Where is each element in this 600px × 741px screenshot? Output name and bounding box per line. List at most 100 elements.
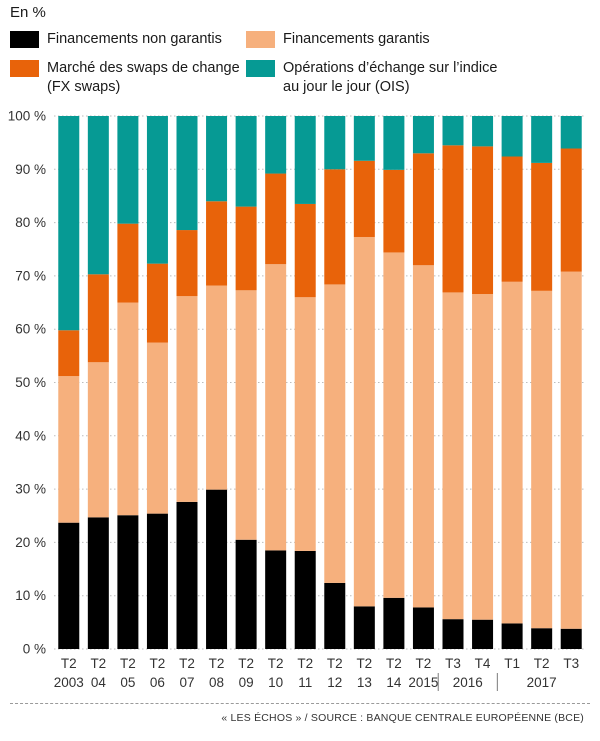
bar-segment-fx-swaps <box>383 169 405 253</box>
x-tick-label: T4 <box>475 656 491 671</box>
bar-segment-fx-swaps <box>146 263 168 343</box>
bar-segment-fx-swaps <box>472 146 494 295</box>
bar-segment-ois <box>324 116 346 170</box>
bar-segment-financements-garantis <box>176 296 198 502</box>
x-tick-label: 12 <box>327 675 342 690</box>
bar-segment-financements-garantis <box>560 271 582 629</box>
bar-segment-financements-garantis <box>58 376 80 523</box>
bar-segment-ois <box>560 116 582 149</box>
bar-segment-financements-garantis <box>472 294 494 620</box>
bar-segment-ois <box>353 116 375 161</box>
bar-segment-ois <box>265 116 287 174</box>
bar-segment-fx-swaps <box>501 156 523 282</box>
y-tick-label: 50 % <box>15 375 46 390</box>
legend-item-fx-swaps: Marché des swaps de change (FX swaps) <box>10 59 240 97</box>
x-tick-label: 09 <box>239 675 254 690</box>
legend-swatch-teal <box>246 60 275 77</box>
bar-segment-ois <box>146 116 168 264</box>
bar-segment-ois <box>472 116 494 147</box>
x-tick-label: T2 <box>356 656 372 671</box>
y-tick-label: 70 % <box>15 268 46 283</box>
legend-item-ois: Opérations d’échange sur l’indice au jou… <box>246 59 497 97</box>
x-tick-label: T2 <box>150 656 166 671</box>
legend-swatch-orange <box>10 60 39 77</box>
bar-segment-financements-non-garantis <box>412 607 434 649</box>
bar-segment-fx-swaps <box>206 201 228 286</box>
y-tick-label: 100 % <box>8 109 46 124</box>
x-tick-label: 10 <box>268 675 283 690</box>
x-tick-label: T2 <box>297 656 313 671</box>
bar-segment-fx-swaps <box>235 206 257 291</box>
unit-label: En % <box>10 4 46 21</box>
bar-segment-ois <box>412 116 434 154</box>
legend-item-financements-garantis: Financements garantis <box>246 30 430 49</box>
bar-segment-ois <box>206 116 228 202</box>
bar-segment-fx-swaps <box>560 148 582 272</box>
bar-segment-financements-non-garantis <box>353 606 375 649</box>
x-tick-label: 14 <box>386 675 402 690</box>
legend-label: Financements garantis <box>283 31 430 47</box>
bar-segment-financements-non-garantis <box>87 517 109 649</box>
bar-segment-financements-garantis <box>353 236 375 607</box>
y-tick-label: 30 % <box>15 482 46 497</box>
chart-legend: Financements non garantis Financements g… <box>10 30 590 100</box>
bar-segment-financements-garantis <box>531 290 553 629</box>
bar-segment-financements-garantis <box>442 292 464 620</box>
bar-segment-ois <box>58 116 80 331</box>
y-tick-label: 0 % <box>23 642 46 657</box>
legend-label: Marché des swaps de change (FX swaps) <box>47 60 240 95</box>
x-tick-label: T2 <box>120 656 136 671</box>
x-tick-label: 06 <box>150 675 165 690</box>
bar-segment-ois <box>117 116 139 224</box>
stacked-bar-chart: 0 % 10 % 20 % 30 % 40 % 50 % 60 % 70 % 80 % 90 % 1… <box>8 109 586 691</box>
bar-segment-fx-swaps <box>353 160 375 237</box>
bar-segment-fx-swaps <box>176 230 198 297</box>
bar-segment-fx-swaps <box>265 173 287 265</box>
x-tick-label: T3 <box>445 656 461 671</box>
y-tick-label: 10 % <box>15 588 46 603</box>
bar-segment-financements-non-garantis <box>560 628 582 649</box>
bar-segment-financements-non-garantis <box>294 550 316 649</box>
bar-segment-financements-garantis <box>117 302 139 516</box>
x-tick-label: T2 <box>534 656 550 671</box>
bar-segment-financements-non-garantis <box>176 501 198 649</box>
bar-segment-ois <box>501 116 523 157</box>
bar-segment-financements-non-garantis <box>472 619 494 649</box>
bar-segment-financements-garantis <box>412 265 434 608</box>
bar-segment-fx-swaps <box>294 203 316 298</box>
x-tick-label: 11 <box>298 675 312 690</box>
bar-segment-financements-garantis <box>294 297 316 551</box>
x-tick-label: 13 <box>357 675 372 690</box>
x-tick-label: T2 <box>238 656 254 671</box>
bar-segment-fx-swaps <box>324 169 346 285</box>
bar-segment-financements-non-garantis <box>501 623 523 649</box>
x-tick-label: T1 <box>504 656 520 671</box>
x-tick-label: T2 <box>179 656 195 671</box>
x-tick-label: 2015 <box>408 675 438 690</box>
bar-segment-financements-garantis <box>265 264 287 551</box>
bar-segment-fx-swaps <box>442 145 464 293</box>
bar-segment-fx-swaps <box>531 162 553 291</box>
legend-label: Opérations d’échange sur l’indice au jou… <box>283 60 498 95</box>
source-credit: « LES ÉCHOS » / SOURCE : BANQUE CENTRALE… <box>221 712 584 724</box>
x-tick-label: 2016 <box>453 675 483 690</box>
x-tick-label: T2 <box>268 656 284 671</box>
bar-segment-fx-swaps <box>87 274 109 363</box>
bar-segment-fx-swaps <box>117 223 139 303</box>
bar-segment-financements-non-garantis <box>442 619 464 649</box>
y-tick-label: 90 % <box>15 162 46 177</box>
bar-segment-financements-garantis <box>383 252 405 598</box>
bar-segment-fx-swaps <box>412 153 434 266</box>
bar-segment-financements-non-garantis <box>531 628 553 649</box>
footer-divider <box>10 703 590 704</box>
legend-label: Financements non garantis <box>47 31 222 47</box>
bar-segment-financements-non-garantis <box>235 539 257 649</box>
y-tick-label: 20 % <box>15 535 46 550</box>
legend-swatch-light-orange <box>246 31 275 48</box>
bar-segment-ois <box>531 116 553 163</box>
x-tick-label: T2 <box>61 656 77 671</box>
bar-segment-financements-garantis <box>235 290 257 540</box>
bar-segment-financements-non-garantis <box>324 582 346 649</box>
bar-segment-ois <box>294 116 316 204</box>
bar-segment-ois <box>87 116 109 275</box>
